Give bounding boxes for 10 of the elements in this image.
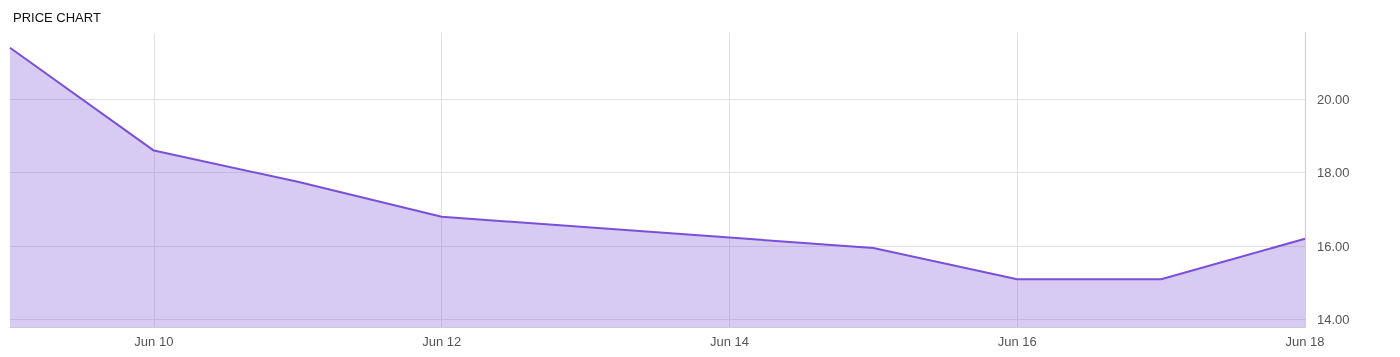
x-tick-label: Jun 14	[709, 334, 749, 349]
y-tick-label: 14.00	[1317, 312, 1350, 328]
x-tick-label: Jun 12	[422, 334, 462, 349]
x-tick-label: Jun 16	[997, 334, 1037, 349]
y-tick-label: 20.00	[1317, 91, 1350, 107]
chart-title: PRICE CHART	[13, 10, 101, 25]
x-tick-label: Jun 18	[1285, 334, 1325, 349]
x-tick-label: Jun 10	[134, 334, 174, 349]
y-tick-label: 16.00	[1317, 238, 1350, 254]
y-tick-label: 18.00	[1317, 165, 1350, 181]
